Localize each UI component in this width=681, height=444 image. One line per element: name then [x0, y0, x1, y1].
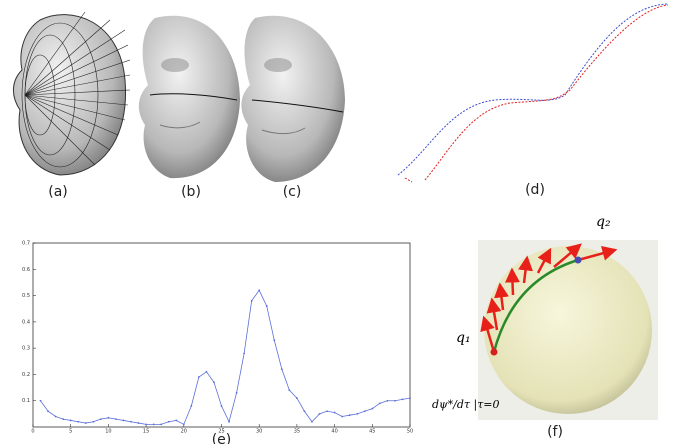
data-point — [54, 415, 57, 418]
data-point — [348, 414, 351, 417]
data-point — [386, 399, 389, 402]
data-point — [401, 398, 404, 401]
data-point — [152, 423, 155, 426]
curves-d — [397, 3, 669, 183]
data-point — [280, 368, 283, 371]
data-point — [363, 410, 366, 413]
x-tick-label: 50 — [407, 429, 413, 435]
formula: dψ*/dτ |τ=0 — [432, 398, 500, 412]
data-point — [62, 418, 65, 421]
data-point — [92, 420, 95, 423]
x-tick-label: 45 — [369, 429, 375, 435]
plot-frame — [32, 242, 411, 428]
data-point — [167, 420, 170, 423]
data-point — [250, 299, 253, 302]
data-point — [190, 405, 193, 407]
data-point — [220, 405, 223, 407]
data-point — [160, 423, 163, 426]
y-tick-label: 0.4 — [22, 319, 30, 325]
data-point — [145, 423, 148, 426]
data-point — [258, 289, 261, 292]
data-point — [115, 418, 117, 421]
q2-label: q₂ — [596, 214, 611, 230]
data-point — [273, 339, 276, 342]
data-point — [288, 389, 291, 392]
data-point — [213, 381, 215, 384]
data-point — [107, 416, 110, 419]
y-tick-label: 0.7 — [22, 241, 30, 247]
data-point — [130, 420, 132, 423]
data-point — [303, 410, 306, 413]
panel-label: (c) — [283, 184, 302, 200]
y-tick-label: 0.1 — [22, 398, 30, 404]
data-point — [318, 412, 321, 415]
x-tick-label: 25 — [218, 429, 224, 435]
panel-label: (b) — [181, 184, 201, 200]
panel-label: (a) — [48, 184, 68, 200]
data-point — [182, 423, 185, 426]
data-point — [394, 399, 396, 402]
y-tick-label: 0.3 — [22, 346, 30, 352]
data-point — [409, 397, 411, 399]
data-point — [341, 415, 344, 418]
data-point — [205, 370, 208, 373]
x-tick-label: 5 — [69, 429, 72, 435]
data-point — [77, 420, 80, 423]
panel-label: (e) — [212, 432, 232, 444]
data-point — [228, 420, 230, 423]
data-point — [84, 422, 87, 424]
data-point — [175, 419, 178, 422]
data-point — [39, 399, 42, 402]
data-point — [265, 305, 268, 307]
x-tick-label: 35 — [294, 429, 300, 435]
x-tick-label: 40 — [331, 429, 337, 435]
x-tick-label: 0 — [31, 429, 34, 435]
y-tick-label: 0.6 — [22, 267, 30, 273]
q1-label: q₁ — [456, 330, 471, 346]
data-point — [235, 391, 238, 394]
x-tick-label: 10 — [105, 429, 111, 435]
panel-label: (f) — [547, 424, 563, 440]
data-point — [371, 407, 374, 410]
data-point — [243, 352, 246, 355]
data-point — [69, 419, 72, 422]
face-wireframe — [13, 11, 131, 176]
data-point — [378, 402, 381, 405]
data-line — [40, 289, 411, 425]
y-tick-label: 0.2 — [22, 372, 30, 378]
data-point — [197, 376, 200, 378]
x-tick-label: 15 — [143, 429, 149, 435]
face-c — [241, 15, 345, 183]
x-tick-label: 30 — [256, 429, 262, 435]
data-point — [137, 422, 140, 424]
data-point — [333, 411, 336, 414]
data-point — [122, 419, 125, 422]
face-b — [138, 15, 240, 179]
sphere — [478, 240, 658, 420]
data-point — [99, 418, 102, 421]
x-tick-label: 20 — [181, 429, 187, 435]
data-point — [326, 410, 328, 413]
data-point — [47, 410, 49, 413]
data-point — [311, 420, 313, 423]
data-point — [296, 397, 298, 399]
data-point — [356, 412, 359, 415]
panel-label: (d) — [525, 182, 545, 198]
y-tick-label: 0.5 — [22, 293, 30, 299]
